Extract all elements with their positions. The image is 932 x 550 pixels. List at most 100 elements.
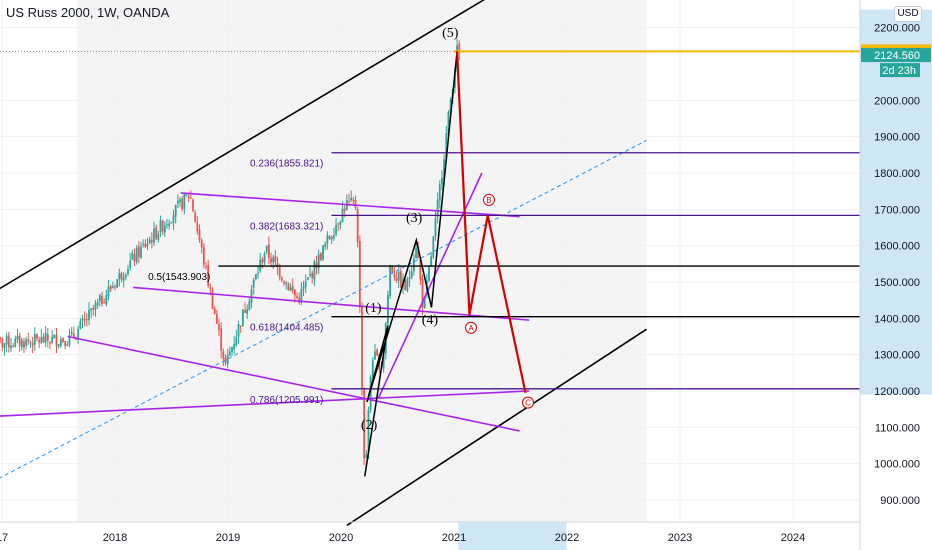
candle-body <box>170 222 173 224</box>
channel-line <box>346 328 648 527</box>
candle-body <box>339 221 342 225</box>
candle-body <box>202 246 205 265</box>
y-tick-label: 1300.000 <box>874 350 920 362</box>
candle-body <box>185 194 188 196</box>
candle-body <box>231 347 233 352</box>
candle-body <box>304 281 307 288</box>
candle-body <box>432 236 435 258</box>
countdown-badge: 2d 23h <box>882 65 916 77</box>
candle-body <box>335 225 337 235</box>
wave-label: (5) <box>442 26 459 41</box>
candle-body <box>244 310 246 313</box>
candle-body <box>361 306 363 390</box>
abc-projection-path <box>455 51 527 394</box>
y-tick-label: 1100.000 <box>875 422 920 434</box>
projection-label: B <box>486 196 491 205</box>
candle-body <box>285 282 288 284</box>
candle-body <box>445 133 448 161</box>
candle-body <box>356 209 359 243</box>
candle-body <box>215 314 218 324</box>
wave-label: (4) <box>422 313 439 328</box>
candle-body <box>233 343 236 350</box>
candle-body <box>85 319 88 321</box>
candle-body <box>276 263 279 268</box>
candle-body <box>118 273 121 280</box>
candle-body <box>77 328 80 340</box>
candle-body <box>192 199 194 212</box>
candle-body <box>415 248 417 259</box>
trend-line <box>67 335 520 432</box>
candle-body <box>198 229 201 241</box>
candle-body <box>367 409 370 453</box>
candle-body <box>144 243 147 248</box>
candle-body <box>10 345 12 349</box>
candle-body <box>55 334 58 347</box>
candle-body <box>33 334 36 345</box>
candle-body <box>274 255 277 262</box>
candle-body <box>116 279 119 288</box>
candle-body <box>14 338 17 347</box>
candle-body <box>395 277 398 281</box>
candle-body <box>261 259 264 263</box>
candle-body <box>434 218 437 237</box>
x-tick-label: 2024 <box>781 532 805 544</box>
candle-body <box>248 301 251 310</box>
candle-body <box>300 289 303 303</box>
candle-body <box>176 200 179 204</box>
candle-body <box>42 336 45 343</box>
candle-body <box>228 351 231 356</box>
candle-body <box>296 296 298 299</box>
y-tick-label: 1200.000 <box>874 386 920 398</box>
candle-body <box>109 285 112 290</box>
candle-body <box>120 273 123 280</box>
candle-body <box>157 233 160 241</box>
candle-body <box>23 341 25 348</box>
candle-body <box>127 269 129 275</box>
candle-body <box>417 246 420 259</box>
candle-body <box>250 289 253 303</box>
candle-body <box>31 342 34 347</box>
candle-body <box>142 244 145 246</box>
candle-body <box>352 199 355 202</box>
candle-body <box>53 334 56 339</box>
candle-body <box>59 339 62 346</box>
candle-body <box>46 334 49 341</box>
candle-body <box>168 223 171 227</box>
pattern-range-box <box>77 0 647 522</box>
candle-body <box>3 343 6 349</box>
candle-body <box>62 338 64 342</box>
candle-body <box>44 333 47 343</box>
candle-body <box>419 259 422 280</box>
candle-body <box>449 99 452 114</box>
candle-body <box>287 283 290 290</box>
candle-body <box>283 281 285 284</box>
wave-label: (3) <box>406 211 423 226</box>
candle-body <box>391 266 394 274</box>
candle-body <box>265 245 268 252</box>
candle-body <box>365 454 368 458</box>
candle-body <box>189 197 192 199</box>
candle-body <box>328 236 331 239</box>
candle-body <box>252 280 255 288</box>
candle-body <box>289 287 292 291</box>
fib-level-label: 0.786(1205.991) <box>250 395 323 406</box>
candle-body <box>350 197 353 201</box>
trend-line <box>133 286 530 321</box>
candle-body <box>159 220 162 233</box>
candle-body <box>40 336 43 344</box>
candle-body <box>220 328 223 351</box>
projection-circle <box>521 396 534 409</box>
chart-title: US Russ 2000, 1W, OANDA <box>6 5 170 20</box>
trend-line <box>0 390 530 417</box>
candle-body <box>75 339 77 341</box>
candle-body <box>211 289 214 310</box>
candle-body <box>354 200 357 208</box>
candle-body <box>263 253 266 263</box>
candle-body <box>101 295 103 304</box>
candle-body <box>406 279 409 291</box>
countdown-badge-bg <box>880 63 920 78</box>
candle-body <box>348 201 350 203</box>
currency-button[interactable]: USD <box>894 6 922 22</box>
candle-body <box>213 308 216 315</box>
